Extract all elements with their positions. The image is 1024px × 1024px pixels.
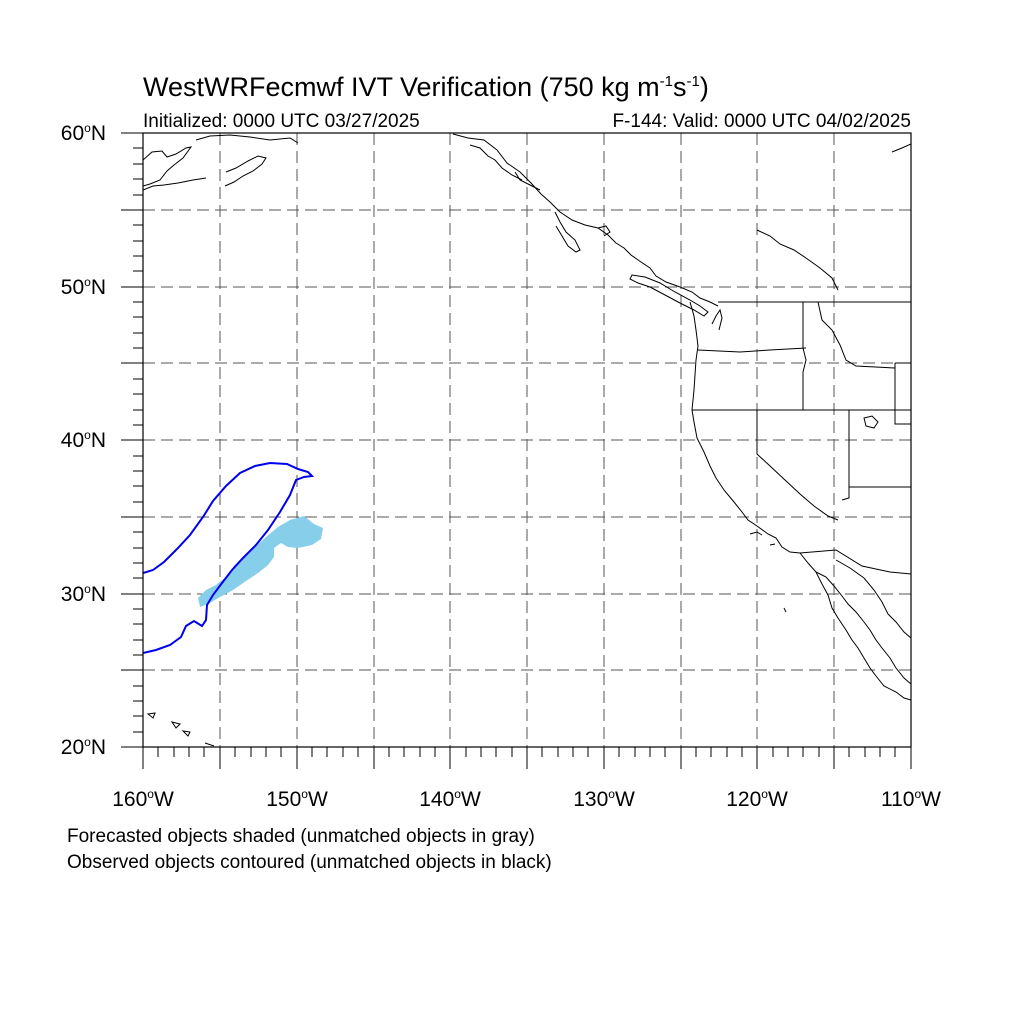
map-title: WestWRFecmwf IVT Verification (750 kg m-… xyxy=(143,72,709,102)
lon-label-140w: 140oW xyxy=(419,787,481,811)
lat-ticks xyxy=(121,132,143,748)
lat-label-30n: 30oN xyxy=(60,582,106,606)
lat-label-20n: 20oN xyxy=(60,735,106,759)
political-borders xyxy=(692,301,911,575)
lat-label-50n: 50oN xyxy=(60,275,106,299)
coastlines xyxy=(143,133,911,747)
lon-label-110w: 110oW xyxy=(881,787,941,811)
forecast-note: Forecasted objects shaded (unmatched obj… xyxy=(67,826,535,847)
observed-object-contour xyxy=(143,461,315,654)
observed-note: Observed objects contoured (unmatched ob… xyxy=(67,852,552,873)
forecast-object xyxy=(198,516,323,607)
lon-label-160w: 160oW xyxy=(112,787,174,811)
lat-label-40n: 40oN xyxy=(60,428,106,452)
lon-label-120w: 120oW xyxy=(726,787,788,811)
initialized-label: Initialized: 0000 UTC 03/27/2025 xyxy=(143,111,420,132)
lat-label-60n: 60oN xyxy=(60,121,106,145)
lon-ticks xyxy=(142,747,912,769)
graticule xyxy=(143,133,911,747)
valid-time-label: F-144: Valid: 0000 UTC 04/02/2025 xyxy=(612,111,911,132)
lon-label-150w: 150oW xyxy=(266,787,328,811)
lon-label-130w: 130oW xyxy=(573,787,635,811)
